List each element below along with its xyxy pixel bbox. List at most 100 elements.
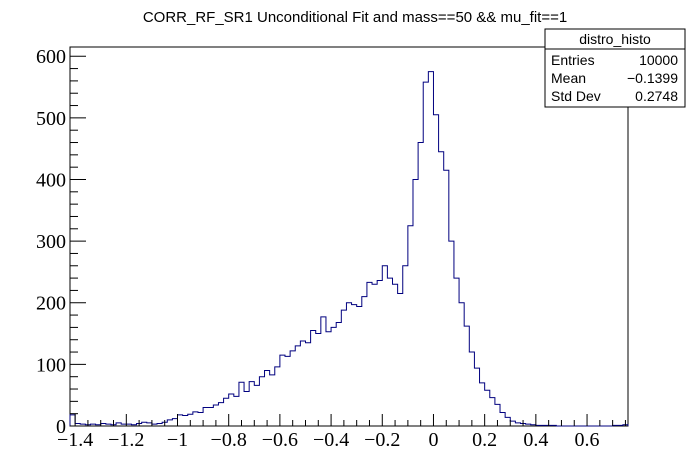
- y-axis: 0 100 200 300 400 500 600: [36, 46, 86, 438]
- stats-box: distro_histo Entries 10000 Mean −0.1399 …: [544, 28, 686, 108]
- histogram-bin: [490, 398, 495, 426]
- histogram-bin: [510, 421, 515, 426]
- histogram-bin: [474, 368, 479, 426]
- y-tick-label: 200: [36, 293, 66, 315]
- histogram-bin: [459, 303, 464, 426]
- histogram-bin: [336, 322, 341, 426]
- x-tick-label: 0.2: [472, 429, 497, 451]
- histogram-bin: [428, 72, 433, 426]
- histogram-bin: [387, 278, 392, 426]
- histogram-bin: [208, 408, 213, 426]
- stats-box-title: distro_histo: [579, 31, 651, 47]
- histogram-bin: [398, 294, 403, 427]
- histogram-bin: [382, 266, 387, 426]
- x-tick-label: 0: [428, 429, 438, 451]
- plot-frame: [69, 46, 629, 427]
- histogram-bin: [464, 326, 469, 426]
- histogram-bin: [290, 351, 295, 426]
- x-tick-label: −0.6: [262, 429, 298, 451]
- histogram-bin: [265, 371, 270, 426]
- chart-title: CORR_RF_SR1 Unconditional Fit and mass==…: [143, 9, 567, 26]
- histogram-bin: [142, 422, 147, 426]
- y-tick-label: 0: [56, 416, 66, 438]
- histogram-bin: [300, 341, 305, 426]
- histogram-bin: [500, 412, 505, 426]
- histogram-bin: [295, 346, 300, 426]
- histogram-bin: [178, 415, 183, 426]
- histogram-outline: [69, 71, 629, 427]
- histogram-bin: [423, 82, 428, 426]
- histogram-bin: [193, 412, 198, 426]
- histogram-bin: [229, 394, 234, 426]
- stats-box-frame: [544, 28, 686, 108]
- x-tick-label: −1.4: [57, 429, 93, 451]
- histogram-bin: [326, 332, 331, 426]
- histogram-bin: [275, 367, 280, 426]
- x-axis: −1.4 −1.2 −1 −0.8 −0.6 −0.4 −0.2 0 0.2 0.4 0.6: [57, 414, 626, 451]
- histogram-bin: [444, 170, 449, 426]
- histogram-bin: [183, 416, 188, 426]
- histogram-bin: [321, 317, 326, 426]
- y-tick-label: 600: [36, 46, 66, 68]
- x-tick-label: −1.2: [108, 429, 144, 451]
- x-tick-label: 0.4: [523, 429, 548, 451]
- histogram-bin: [341, 310, 346, 426]
- histogram-bin: [362, 297, 367, 426]
- histogram-bin: [433, 115, 438, 426]
- histogram-bin: [469, 352, 474, 426]
- histogram-bin: [505, 417, 510, 426]
- y-tick-label: 500: [36, 108, 66, 130]
- x-tick-label: −0.2: [364, 429, 400, 451]
- histogram-bin: [439, 152, 444, 426]
- histogram-bin: [285, 356, 290, 426]
- histogram-bin: [311, 330, 316, 426]
- histogram-bin: [418, 143, 423, 426]
- histogram-bin: [244, 391, 249, 426]
- x-tick-label: 0.6: [575, 429, 600, 451]
- histogram-bin: [480, 383, 485, 426]
- stats-entries-value: 10000: [639, 52, 678, 68]
- histogram-bin: [346, 303, 351, 426]
- y-tick-label: 400: [36, 169, 66, 191]
- histogram-bin: [367, 282, 372, 426]
- histogram-bin: [239, 382, 244, 426]
- histogram-bin: [270, 375, 275, 426]
- histogram-layer: [69, 71, 629, 427]
- histogram-bin: [454, 278, 459, 426]
- histogram-bin: [218, 403, 223, 426]
- histogram-bin: [198, 412, 203, 426]
- histogram-bin: [357, 306, 362, 426]
- x-tick-label: −1: [167, 429, 188, 451]
- histogram-bin: [485, 390, 490, 426]
- histogram-bin: [305, 343, 310, 426]
- stats-stddev-value: 0.2748: [635, 88, 678, 104]
- stats-mean-label: Mean: [551, 70, 586, 86]
- stats-stddev-label: Std Dev: [551, 88, 601, 104]
- histogram-bin: [316, 334, 321, 426]
- histogram-bin: [408, 226, 413, 426]
- histogram-bin: [254, 385, 259, 426]
- histogram-bin: [234, 396, 239, 426]
- histogram-bin: [259, 377, 264, 426]
- stats-entries-label: Entries: [551, 52, 595, 68]
- stats-mean-value: −0.1399: [627, 70, 678, 86]
- histogram-bin: [70, 415, 75, 426]
- histogram-bin: [449, 241, 454, 426]
- histogram-bin: [224, 398, 229, 426]
- histogram-bin: [172, 419, 177, 426]
- histogram-bin: [393, 284, 398, 426]
- histogram-bin: [167, 420, 172, 426]
- histogram-bin: [377, 281, 382, 426]
- x-tick-label: −0.4: [313, 429, 349, 451]
- histogram-bin: [352, 305, 357, 426]
- plot-border: [69, 46, 629, 427]
- histogram-bin: [413, 180, 418, 427]
- histogram-bin: [331, 327, 336, 426]
- x-tick-label: −0.8: [211, 429, 247, 451]
- histogram-bin: [372, 284, 377, 426]
- histogram-bin: [203, 408, 208, 426]
- y-tick-label: 300: [36, 231, 66, 253]
- histogram-bin: [249, 382, 254, 426]
- histogram-bin: [403, 266, 408, 426]
